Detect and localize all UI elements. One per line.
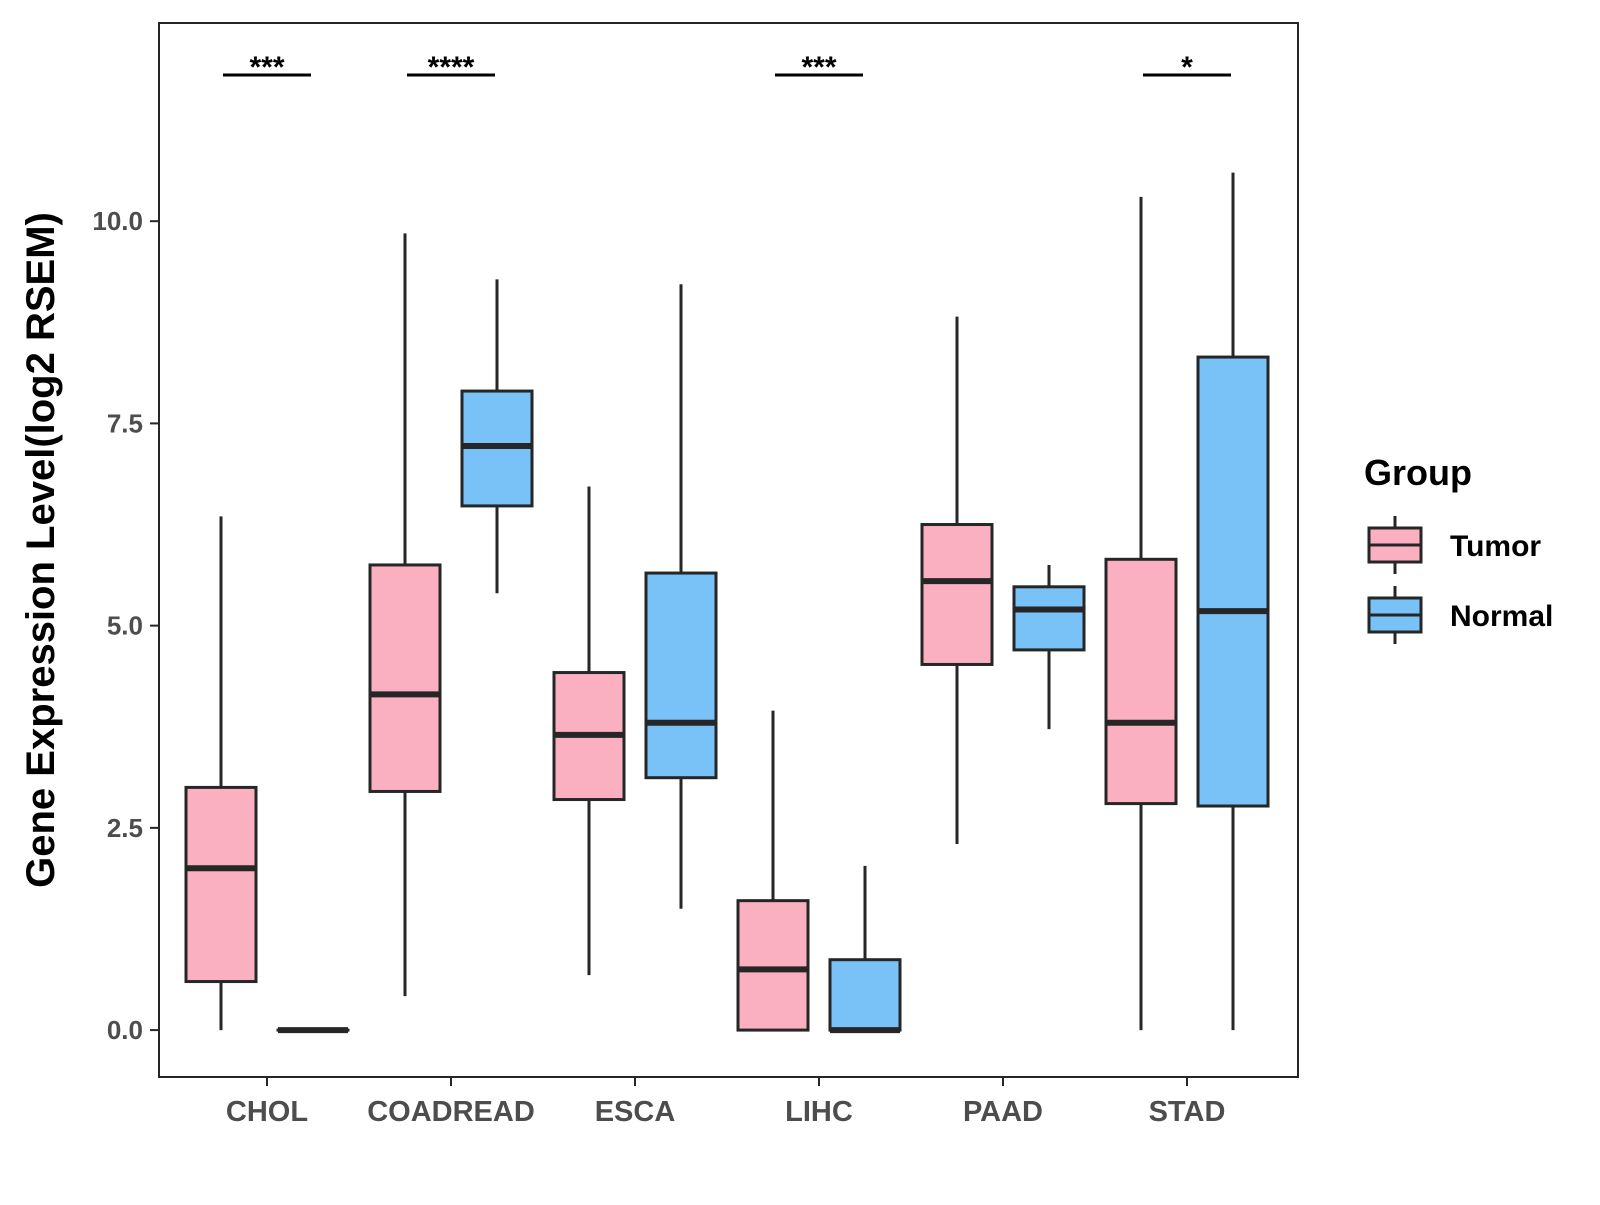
box-normal-paad	[1014, 565, 1084, 729]
significance-label: *	[1181, 51, 1193, 84]
x-tick-label: STAD	[1149, 1096, 1226, 1128]
y-tick-label: 2.5	[107, 813, 143, 843]
box-tumor-lihc	[738, 711, 808, 1031]
y-tick-label: 10.0	[92, 206, 143, 236]
box-series	[186, 173, 1268, 1030]
legend-label-normal: Normal	[1450, 600, 1553, 633]
y-tick-label: 7.5	[107, 408, 143, 438]
significance-annotations: ***********	[223, 51, 1231, 84]
legend-title: Group	[1364, 452, 1472, 493]
box-tumor-esca	[554, 487, 624, 976]
box-iqr	[1014, 587, 1084, 650]
legend-key-normal	[1369, 586, 1421, 644]
significance-label: ***	[801, 51, 836, 84]
box-tumor-stad	[1106, 197, 1176, 1030]
x-tick-label: PAAD	[963, 1096, 1043, 1128]
box-iqr	[1198, 357, 1268, 806]
box-normal-stad	[1198, 173, 1268, 1030]
y-axis-title: Gene Expression Level(log2 RSEM)	[19, 212, 63, 888]
legend-key-tumor	[1369, 516, 1421, 574]
box-iqr	[1106, 559, 1176, 803]
y-tick-label: 0.0	[107, 1015, 143, 1045]
x-tick-label: COADREAD	[367, 1096, 535, 1128]
box-iqr	[646, 573, 716, 778]
y-tick-label: 5.0	[107, 611, 143, 641]
box-iqr	[830, 960, 900, 1030]
box-tumor-paad	[922, 317, 992, 844]
y-axis: 0.0 2.5 5.0 7.5 10.0	[92, 206, 159, 1045]
box-normal-esca	[646, 284, 716, 908]
x-tick-label: CHOL	[226, 1096, 308, 1128]
box-tumor-chol	[186, 516, 256, 1030]
box-tumor-coadread	[370, 233, 440, 996]
legend: Group Tumor Normal	[1364, 452, 1553, 644]
significance-label: ***	[249, 51, 284, 84]
box-iqr	[738, 901, 808, 1030]
plot-panel-border	[159, 23, 1298, 1077]
box-iqr	[186, 787, 256, 981]
box-iqr	[370, 565, 440, 791]
x-tick-label: LIHC	[785, 1096, 853, 1128]
box-normal-lihc	[830, 866, 900, 1030]
significance-label: ****	[428, 51, 475, 84]
box-iqr	[922, 525, 992, 665]
x-tick-label: ESCA	[595, 1096, 676, 1128]
x-axis: CHOL COADREAD ESCA LIHC PAAD STAD	[226, 1077, 1225, 1128]
box-normal-coadread	[462, 279, 532, 593]
legend-label-tumor: Tumor	[1450, 530, 1541, 563]
